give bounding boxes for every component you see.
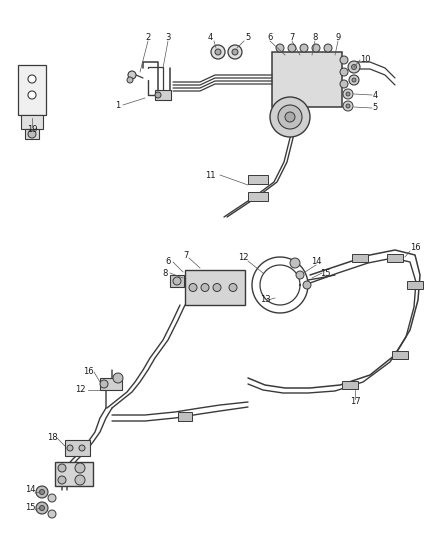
Circle shape <box>343 101 353 111</box>
Circle shape <box>228 45 242 59</box>
Bar <box>18 65 46 115</box>
Text: 2: 2 <box>145 34 151 43</box>
Circle shape <box>346 92 350 96</box>
Circle shape <box>300 44 308 52</box>
Circle shape <box>75 463 85 473</box>
Text: 14: 14 <box>311 257 321 266</box>
Text: 15: 15 <box>320 269 330 278</box>
Circle shape <box>28 130 36 138</box>
Circle shape <box>349 75 359 85</box>
Circle shape <box>100 380 108 388</box>
Bar <box>155 90 171 100</box>
Circle shape <box>290 258 300 268</box>
Circle shape <box>229 284 237 292</box>
Text: 5: 5 <box>245 34 251 43</box>
Circle shape <box>28 91 36 99</box>
Text: 9: 9 <box>336 34 341 43</box>
Bar <box>352 254 368 262</box>
Circle shape <box>48 494 56 502</box>
Circle shape <box>276 44 284 52</box>
Circle shape <box>352 78 356 82</box>
Circle shape <box>39 489 45 495</box>
Circle shape <box>28 75 36 83</box>
Text: 5: 5 <box>372 103 378 112</box>
Circle shape <box>155 92 161 98</box>
Text: 11: 11 <box>205 171 215 180</box>
Circle shape <box>278 105 302 129</box>
Circle shape <box>340 68 348 76</box>
Text: 4: 4 <box>207 34 212 43</box>
Circle shape <box>296 271 304 279</box>
Circle shape <box>312 44 320 52</box>
Circle shape <box>67 445 73 451</box>
Text: 8: 8 <box>162 269 168 278</box>
Text: 14: 14 <box>25 486 35 495</box>
Circle shape <box>75 475 85 485</box>
Text: 3: 3 <box>165 34 171 43</box>
Circle shape <box>352 64 357 69</box>
Circle shape <box>213 284 221 292</box>
Circle shape <box>58 464 66 472</box>
Circle shape <box>201 284 209 292</box>
Circle shape <box>340 56 348 64</box>
Circle shape <box>113 373 123 383</box>
Bar <box>55 462 93 486</box>
Circle shape <box>215 49 221 55</box>
Circle shape <box>303 281 311 289</box>
Circle shape <box>127 77 133 83</box>
Bar <box>272 52 342 107</box>
Circle shape <box>270 97 310 137</box>
Text: 6: 6 <box>267 34 273 43</box>
Text: 4: 4 <box>372 91 378 100</box>
Circle shape <box>211 45 225 59</box>
Text: 18: 18 <box>47 433 57 442</box>
Bar <box>100 378 122 390</box>
Text: 7: 7 <box>184 251 189 260</box>
Circle shape <box>232 49 238 55</box>
Circle shape <box>36 502 48 514</box>
Circle shape <box>39 505 45 511</box>
Bar <box>178 412 192 421</box>
Bar <box>248 175 268 184</box>
Text: 13: 13 <box>260 295 270 304</box>
Bar <box>185 270 245 305</box>
Circle shape <box>285 112 295 122</box>
Text: 1: 1 <box>115 101 120 109</box>
Text: 16: 16 <box>83 367 93 376</box>
Circle shape <box>173 277 181 285</box>
Bar <box>25 129 39 139</box>
Bar <box>387 254 403 262</box>
Bar <box>392 351 408 359</box>
Text: 8: 8 <box>312 34 318 43</box>
Bar <box>342 381 358 389</box>
Text: 17: 17 <box>350 398 360 407</box>
Bar <box>170 275 184 287</box>
Circle shape <box>58 476 66 484</box>
Text: 10: 10 <box>360 55 370 64</box>
Circle shape <box>288 44 296 52</box>
Bar <box>65 440 90 456</box>
Text: 16: 16 <box>410 244 420 253</box>
Circle shape <box>128 71 136 79</box>
Text: 12: 12 <box>238 254 248 262</box>
Circle shape <box>340 80 348 88</box>
Circle shape <box>324 44 332 52</box>
Text: 6: 6 <box>165 257 171 266</box>
Circle shape <box>346 104 350 108</box>
Circle shape <box>343 89 353 99</box>
Text: 15: 15 <box>25 504 35 513</box>
Text: 12: 12 <box>75 385 85 394</box>
Bar <box>21 115 43 129</box>
Circle shape <box>79 445 85 451</box>
Text: 19: 19 <box>27 125 37 134</box>
Circle shape <box>189 284 197 292</box>
Circle shape <box>48 510 56 518</box>
Circle shape <box>348 61 360 73</box>
Text: 7: 7 <box>290 34 295 43</box>
Bar <box>248 192 268 201</box>
Bar <box>407 281 423 289</box>
Circle shape <box>36 486 48 498</box>
